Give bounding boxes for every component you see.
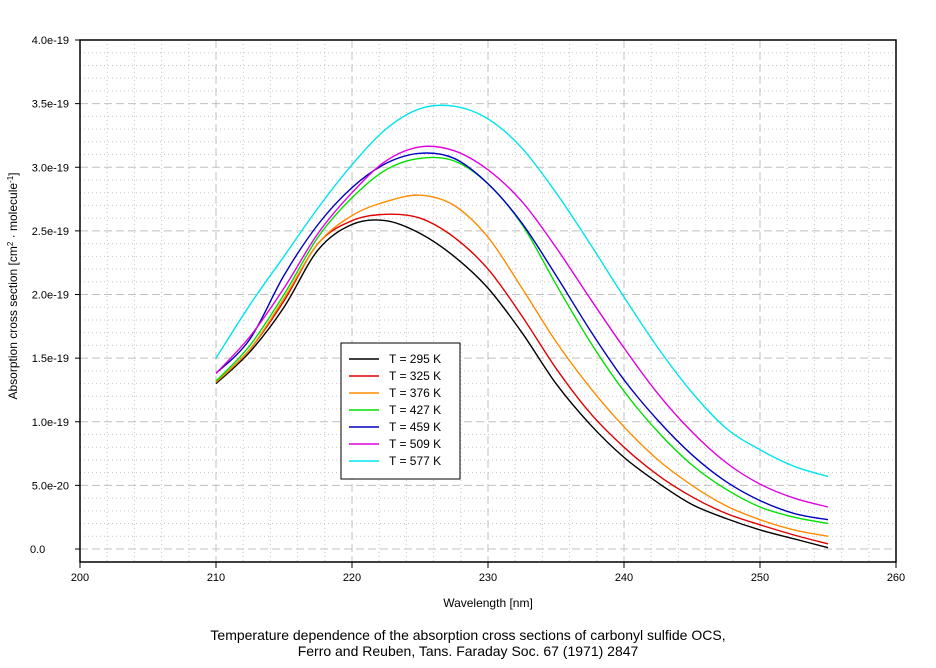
- legend-item: T = 427 K: [349, 403, 441, 417]
- caption-line-1: Temperature dependence of the absorption…: [210, 627, 726, 643]
- caption-line-2: Ferro and Reuben, Tans. Faraday Soc. 67 …: [297, 643, 639, 659]
- y-axis-ticks: 0.0 5.0e-20 1.0e-19 1.5e-19 2.0e-19 2.5e-19 3.…: [30, 35, 80, 556]
- y-tick-label: 5.0e-20: [32, 480, 69, 492]
- figure-caption: Temperature dependence of the absorption…: [0, 627, 936, 659]
- legend-label: T = 325 K: [389, 369, 441, 383]
- x-tick-label: 250: [751, 572, 769, 584]
- legend-label: T = 376 K: [389, 386, 441, 400]
- legend-item: T = 376 K: [349, 386, 441, 400]
- x-tick-label: 260: [887, 572, 905, 584]
- y-axis-title: Absorption cross section [cm2 · molecule…: [6, 172, 21, 399]
- y-tick-label: 1.0e-19: [32, 417, 69, 429]
- series-line-376k: [215, 194, 829, 537]
- x-tick-label: 210: [207, 572, 225, 584]
- legend-label: T = 427 K: [389, 403, 441, 417]
- y-tick-label: 4.0e-19: [32, 35, 69, 47]
- y-tick-label: 2.5e-19: [32, 226, 69, 238]
- legend-item: T = 509 K: [349, 437, 441, 451]
- y-tick-label: 2.0e-19: [32, 290, 69, 302]
- series-line-577k: [215, 104, 829, 478]
- series-layer: [215, 104, 829, 549]
- series-line-509k: [215, 145, 829, 508]
- y-axis-title-main: Absorption cross section [cm: [6, 246, 20, 399]
- x-axis-title: Wavelength [nm]: [443, 596, 533, 610]
- legend-item: T = 459 K: [349, 420, 441, 434]
- x-tick-label: 240: [615, 572, 633, 584]
- legend-item: T = 295 K: [349, 352, 441, 366]
- legend-label: T = 509 K: [389, 437, 441, 451]
- series-line-459k: [215, 152, 829, 521]
- y-tick-label: 3.5e-19: [32, 99, 69, 111]
- legend-label: T = 295 K: [389, 352, 441, 366]
- y-tick-label: 3.0e-19: [32, 162, 69, 174]
- series-line-325k: [215, 213, 829, 545]
- y-axis-title-end: ]: [6, 172, 20, 175]
- y-tick-label: 0.0: [30, 544, 45, 556]
- x-tick-label: 220: [343, 572, 361, 584]
- legend-label: T = 459 K: [389, 420, 441, 434]
- legend-label: T = 577 K: [389, 454, 441, 468]
- x-tick-label: 200: [71, 572, 89, 584]
- y-axis-title-mid: · molecule: [6, 183, 20, 242]
- x-tick-label: 230: [479, 572, 497, 584]
- legend: T = 295 K T = 325 K T = 376 K T = 427 K T = …: [340, 342, 461, 480]
- series-line-295k: [215, 219, 829, 549]
- y-tick-label: 1.5e-19: [32, 353, 69, 365]
- chart-canvas: 200 210 220 230 240 250 260 0.0 5.0e-20 1.0e-19 1…: [6, 35, 906, 610]
- legend-box: [340, 342, 461, 480]
- y-axis-title-sup1: 2: [6, 241, 15, 246]
- x-axis-ticks: 200 210 220 230 240 250 260: [71, 562, 905, 584]
- series-line-427k: [215, 156, 829, 525]
- y-axis-title-sup2: -1: [6, 175, 15, 183]
- legend-item: T = 325 K: [349, 369, 441, 383]
- legend-item: T = 577 K: [349, 454, 441, 468]
